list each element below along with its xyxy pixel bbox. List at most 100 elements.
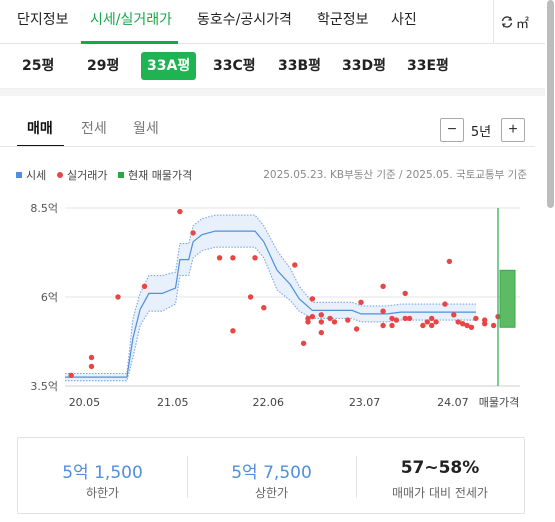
transaction-point: [141, 283, 148, 289]
legend-dot-icon: [57, 172, 63, 178]
tab-monthly-rent[interactable]: 월세: [133, 121, 159, 137]
summary-lower-price: 5억 1,500 하한가: [18, 438, 187, 515]
y-tick-label: 8.5억: [30, 202, 58, 215]
transaction-point: [318, 329, 324, 336]
unit-toggle-button[interactable]: ㎡: [500, 12, 540, 32]
summary-label: 매매가 대비 전세가: [392, 486, 488, 500]
refresh-icon: [501, 16, 513, 28]
transaction-point: [345, 317, 351, 323]
summary-label: 하한가: [85, 486, 120, 500]
size-tab-active[interactable]: 33A평: [141, 52, 197, 80]
transaction-point: [473, 315, 479, 322]
legend-item: 실거래가: [57, 167, 107, 183]
transaction-point: [88, 363, 95, 370]
size-tab[interactable]: 33B평: [278, 58, 322, 74]
price-band-lower: [65, 246, 476, 382]
transaction-point: [380, 322, 386, 329]
transaction-point: [468, 324, 475, 330]
size-tab[interactable]: 25평: [22, 58, 55, 74]
tab-photos[interactable]: 사진: [391, 12, 417, 28]
y-tick-label: 6억: [41, 291, 58, 304]
summary-label: 상한가: [254, 486, 289, 500]
transaction-point: [393, 317, 400, 323]
listing-axis-label: 매물가격: [479, 396, 519, 409]
price-band-upper: [65, 214, 476, 375]
tab-jeonse[interactable]: 전세: [81, 121, 107, 137]
tab-school[interactable]: 학군정보: [317, 12, 369, 28]
transaction-point: [451, 312, 457, 318]
active-tab-underline: [81, 41, 178, 44]
transaction-point: [230, 255, 236, 261]
period-minus-button[interactable]: −: [440, 118, 464, 142]
transaction-point: [309, 296, 316, 302]
transaction-point: [482, 317, 488, 323]
top-nav: 단지정보 시세/실거래가 동호수/공시가격 학군정보 사진 ㎡: [0, 0, 555, 44]
transaction-point: [433, 319, 439, 325]
price-summary: 5억 1,500 하한가 5억 7,500 상한가 57~58% 매매가 대비 …: [17, 437, 525, 514]
transaction-point: [389, 315, 395, 322]
summary-value: 5억 7,500: [231, 463, 312, 483]
data-source-note: 2025.05.23. KB부동산 기준 / 2025.05. 국토교통부 기준: [263, 169, 527, 181]
listing-range-bar: [499, 269, 516, 328]
transaction-point: [331, 319, 338, 325]
transaction-point: [305, 315, 311, 322]
transaction-point: [230, 328, 236, 334]
transaction-point: [446, 258, 453, 265]
transaction-point: [402, 290, 408, 297]
unit-label: ㎡: [516, 16, 530, 32]
size-tab[interactable]: 33E평: [407, 58, 449, 74]
x-tick-label: 22.06: [252, 396, 284, 409]
transaction-point: [406, 315, 413, 322]
x-tick-label: 24.07: [437, 396, 469, 409]
legend-item: 시세: [16, 167, 46, 183]
size-tab[interactable]: 33D평: [342, 58, 386, 74]
summary-divider: [356, 456, 357, 498]
tab-complex-info[interactable]: 단지정보: [17, 12, 69, 28]
summary-divider: [187, 456, 188, 498]
transaction-point: [88, 354, 95, 361]
transaction-point: [464, 322, 470, 329]
transaction-point: [402, 315, 408, 322]
scrollbar-track[interactable]: [545, 0, 555, 522]
transaction-point: [420, 322, 426, 329]
legend-item: 현재 매물가격: [118, 167, 192, 183]
summary-value: 5억 1,500: [62, 463, 143, 483]
transaction-point: [252, 255, 258, 261]
transaction-point: [190, 230, 196, 236]
transaction-point: [318, 319, 324, 325]
summary-value: 57~58%: [400, 458, 480, 478]
y-tick-label: 3.5억: [30, 380, 58, 393]
tab-sale[interactable]: 매매: [27, 121, 53, 137]
transaction-point: [358, 299, 364, 305]
transaction-point: [380, 283, 386, 289]
transaction-point: [327, 315, 333, 322]
section-gap: [0, 88, 555, 96]
transaction-point: [353, 326, 360, 332]
legend-label: 현재 매물가격: [128, 169, 193, 182]
legend-swatch-icon: [16, 172, 22, 178]
nav-divider: [493, 0, 494, 44]
period-plus-button[interactable]: +: [501, 118, 525, 142]
tab-price[interactable]: 시세/실거래가: [90, 12, 172, 28]
legend-label: 실거래가: [67, 169, 108, 182]
transaction-point: [424, 319, 430, 325]
transaction-point: [177, 208, 183, 215]
x-tick-label: 20.05: [69, 396, 101, 409]
trade-tab-divider: [0, 146, 535, 147]
price-band-fill: [65, 215, 476, 381]
transaction-point: [292, 262, 298, 268]
summary-jeonse-ratio: 57~58% 매매가 대비 전세가: [356, 438, 524, 515]
transaction-point: [247, 294, 254, 300]
transaction-point: [318, 312, 324, 318]
transaction-point: [300, 340, 307, 346]
legend-label: 시세: [26, 169, 47, 182]
x-tick-label: 21.05: [157, 396, 189, 409]
size-tab[interactable]: 29평: [87, 58, 120, 74]
transaction-point: [380, 308, 386, 314]
tab-unit-price[interactable]: 동호수/공시가격: [197, 12, 292, 28]
transaction-point: [455, 319, 461, 325]
transaction-point: [429, 315, 435, 322]
scrollbar-thumb[interactable]: [547, 0, 554, 208]
size-tab[interactable]: 33C평: [213, 58, 256, 74]
transaction-point: [460, 321, 466, 327]
